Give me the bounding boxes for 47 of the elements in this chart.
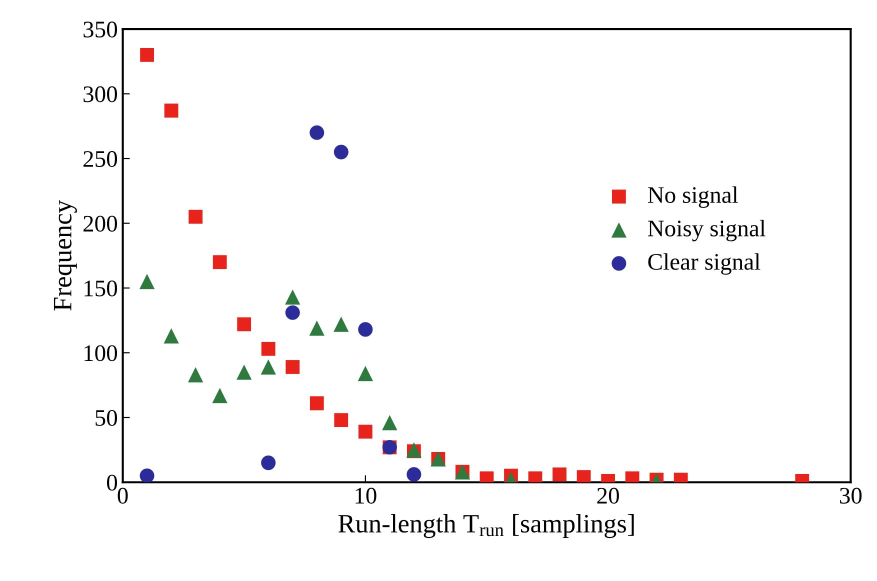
y-axis-title: Frequency (54, 200, 77, 311)
point (552, 468, 566, 482)
point (164, 328, 179, 344)
point (576, 470, 591, 482)
y-tick-label: 200 (84, 216, 118, 232)
y-tick-label: 300 (84, 86, 118, 102)
point (358, 322, 373, 337)
point (212, 388, 228, 404)
x-tick-label: 20 (597, 488, 619, 504)
x-tick-label: 0 (118, 488, 128, 504)
point (261, 456, 276, 470)
point (334, 413, 348, 428)
y-tick-label: 100 (84, 345, 118, 362)
point (140, 468, 154, 482)
point (382, 415, 398, 430)
legend-label: Clear signal (648, 253, 760, 275)
legend-label: No signal (648, 186, 738, 208)
point (285, 305, 300, 320)
point (212, 255, 227, 270)
point (334, 316, 349, 332)
x-axis-title: Run-length T$_{run}$ [samplings] (338, 514, 634, 538)
point (164, 104, 178, 118)
point (310, 125, 324, 140)
y-tick-label: 350 (84, 22, 118, 38)
point (236, 364, 252, 380)
point (310, 396, 324, 410)
legend-label: Noisy signal (648, 220, 766, 242)
point (261, 342, 276, 356)
point (139, 274, 155, 290)
x-tick-label: 10 (356, 488, 376, 504)
point (286, 360, 300, 374)
y-tick-label: 150 (84, 280, 118, 296)
point (188, 210, 203, 224)
y-tick-label: 50 (96, 410, 118, 426)
point (358, 366, 374, 382)
point (237, 317, 252, 332)
point (188, 367, 204, 382)
x-tick-label: 30 (840, 488, 862, 504)
y-tick-label: 0 (107, 474, 118, 491)
point (309, 320, 324, 336)
point (260, 359, 276, 375)
point (334, 144, 348, 160)
y-tick-label: 250 (84, 151, 118, 167)
point (285, 289, 300, 305)
point (406, 467, 422, 482)
point (358, 424, 372, 439)
point (140, 48, 154, 62)
